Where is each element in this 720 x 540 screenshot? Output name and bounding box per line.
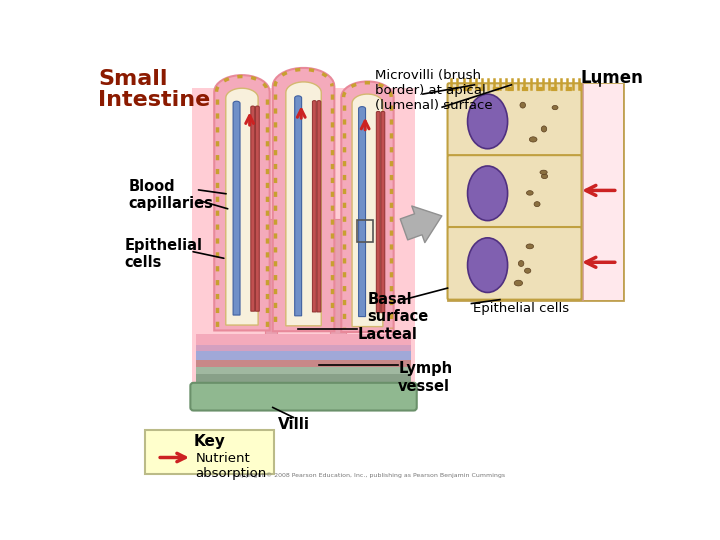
Text: Epithelial
cells: Epithelial cells [124,238,202,271]
Text: Villi: Villi [277,417,310,433]
Bar [196,361,411,367]
Ellipse shape [552,105,558,110]
Ellipse shape [467,94,508,148]
PathPatch shape [352,94,383,327]
Text: Small
Intestine: Small Intestine [98,69,210,110]
PathPatch shape [377,111,380,313]
Ellipse shape [514,280,523,286]
Ellipse shape [518,260,524,266]
Ellipse shape [467,238,508,293]
PathPatch shape [294,96,302,316]
Ellipse shape [540,170,547,174]
Ellipse shape [520,102,526,108]
Bar [448,84,623,300]
Ellipse shape [524,268,531,273]
Bar [196,383,411,390]
PathPatch shape [286,82,321,326]
PathPatch shape [341,82,394,332]
Text: Lacteal: Lacteal [357,327,418,342]
Bar [192,88,415,403]
Ellipse shape [534,201,540,207]
FancyBboxPatch shape [448,83,582,156]
Ellipse shape [526,191,534,195]
Text: Epithelial cells: Epithelial cells [473,302,569,315]
Bar [265,219,277,342]
FancyBboxPatch shape [190,383,417,410]
Bar [357,220,373,242]
PathPatch shape [317,100,321,312]
Ellipse shape [541,174,548,179]
Text: Nutrient
absorption: Nutrient absorption [196,452,267,480]
Bar [583,84,623,300]
Bar [196,334,411,345]
Ellipse shape [526,244,534,249]
Text: Lumen: Lumen [581,69,644,86]
Ellipse shape [467,166,508,221]
PathPatch shape [381,111,384,313]
Text: Microvilli (brush
border) at apical
(lumenal) surface: Microvilli (brush border) at apical (lum… [375,69,492,112]
FancyArrowPatch shape [400,206,442,242]
Text: Blood
capillaries: Blood capillaries [129,179,214,211]
Bar [196,345,411,351]
Bar [196,351,411,361]
FancyBboxPatch shape [448,155,582,228]
PathPatch shape [251,106,255,311]
Bar [196,367,411,374]
PathPatch shape [233,101,240,315]
PathPatch shape [215,75,270,330]
PathPatch shape [256,106,259,311]
Bar [196,374,411,383]
PathPatch shape [226,88,258,325]
Text: Key: Key [193,434,225,449]
Text: Copyright © 2008 Pearson Education, Inc., publishing as Pearson Benjamin Cumming: Copyright © 2008 Pearson Education, Inc.… [233,472,505,477]
PathPatch shape [312,100,316,312]
Ellipse shape [541,126,546,132]
FancyBboxPatch shape [145,430,274,474]
FancyBboxPatch shape [448,227,582,300]
PathPatch shape [359,106,366,316]
PathPatch shape [273,68,334,331]
Bar [330,219,346,342]
Text: Lymph
vessel: Lymph vessel [398,361,452,394]
Ellipse shape [529,137,537,142]
Text: Basal
surface: Basal surface [367,292,428,325]
